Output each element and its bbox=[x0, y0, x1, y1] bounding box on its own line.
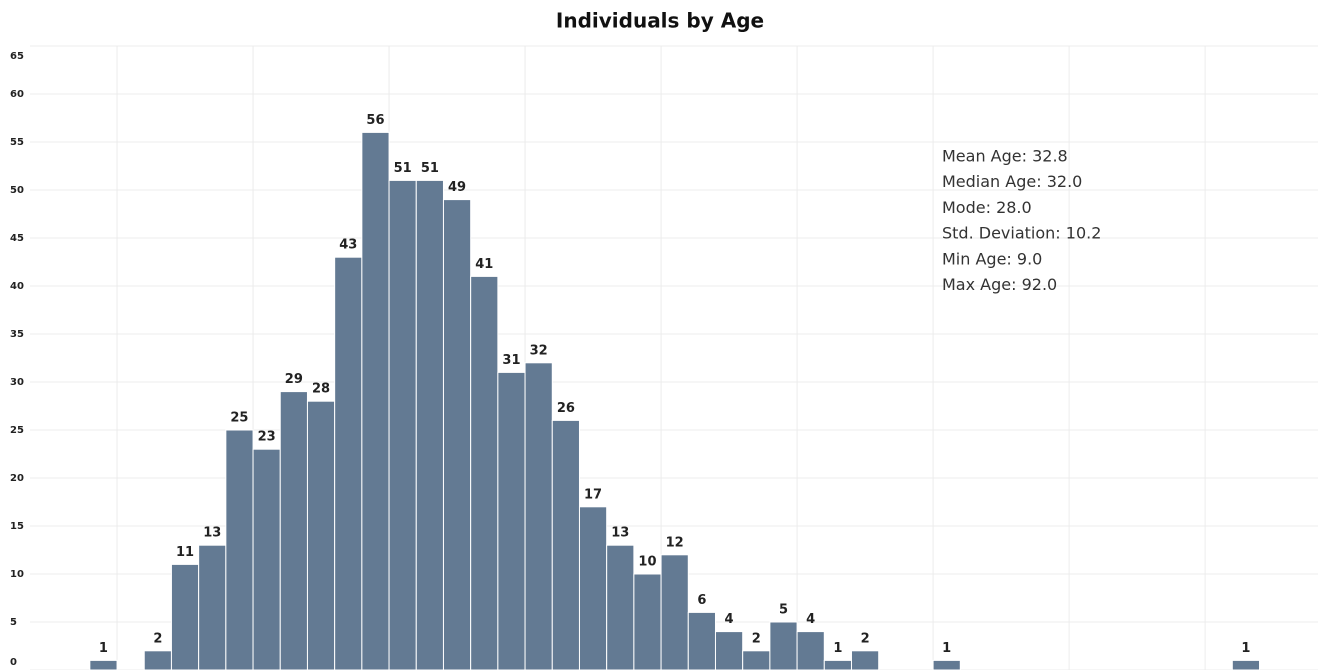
bar bbox=[687, 611, 716, 670]
bar bbox=[388, 179, 417, 670]
bar bbox=[442, 199, 472, 670]
data-label: 11 bbox=[176, 545, 194, 560]
data-label: 29 bbox=[285, 372, 303, 387]
annotation: Mode: 28.0 bbox=[942, 198, 1032, 217]
data-label: 2 bbox=[861, 631, 870, 646]
data-label: 32 bbox=[530, 343, 548, 358]
y-tick-label: 50 bbox=[10, 185, 24, 196]
data-label: 49 bbox=[448, 180, 466, 195]
bar bbox=[470, 275, 499, 670]
bar bbox=[279, 391, 308, 670]
y-tick-label: 10 bbox=[10, 569, 24, 580]
data-label: 5 bbox=[779, 603, 788, 618]
data-label: 1 bbox=[942, 641, 951, 656]
data-label: 13 bbox=[203, 526, 221, 541]
bar bbox=[361, 131, 390, 670]
data-label: 12 bbox=[666, 535, 684, 550]
bar bbox=[551, 419, 580, 670]
y-tick-label: 45 bbox=[10, 233, 24, 244]
annotation: Median Age: 32.0 bbox=[942, 172, 1082, 191]
y-tick-label: 60 bbox=[10, 89, 24, 100]
bar bbox=[932, 659, 961, 670]
bar bbox=[143, 650, 172, 670]
bar bbox=[1231, 659, 1261, 670]
bar bbox=[415, 179, 444, 670]
data-label: 28 bbox=[312, 382, 330, 397]
data-label: 4 bbox=[806, 612, 815, 627]
bar bbox=[89, 659, 118, 670]
y-tick-label: 0 bbox=[10, 657, 17, 668]
bar bbox=[306, 400, 336, 670]
annotation: Mean Age: 32.8 bbox=[942, 147, 1068, 166]
data-label: 1 bbox=[1241, 641, 1250, 656]
data-label: 41 bbox=[475, 257, 493, 272]
bar bbox=[225, 429, 254, 670]
data-label: 26 bbox=[557, 401, 575, 416]
data-label: 4 bbox=[725, 612, 734, 627]
bar bbox=[850, 650, 880, 670]
bar bbox=[524, 362, 553, 670]
data-label: 1 bbox=[99, 641, 108, 656]
bar bbox=[170, 563, 200, 670]
bar bbox=[497, 371, 526, 670]
bar bbox=[660, 554, 689, 670]
data-label: 51 bbox=[421, 161, 439, 176]
bar bbox=[823, 659, 852, 670]
y-tick-label: 30 bbox=[10, 377, 24, 388]
data-label: 10 bbox=[638, 555, 656, 570]
bar bbox=[742, 650, 771, 670]
y-tick-label: 55 bbox=[10, 137, 24, 148]
data-label: 43 bbox=[339, 238, 357, 253]
y-tick-label: 20 bbox=[10, 473, 24, 484]
data-label: 23 bbox=[258, 430, 276, 445]
annotation: Min Age: 9.0 bbox=[942, 249, 1042, 268]
data-label: 17 bbox=[584, 487, 602, 502]
data-label: 13 bbox=[611, 526, 629, 541]
bar bbox=[714, 631, 744, 670]
bar bbox=[198, 544, 227, 670]
data-label: 51 bbox=[394, 161, 412, 176]
annotation: Std. Deviation: 10.2 bbox=[942, 224, 1101, 243]
data-label: 2 bbox=[153, 631, 162, 646]
data-label: 56 bbox=[366, 113, 384, 128]
bar bbox=[606, 544, 635, 670]
data-label: 2 bbox=[752, 631, 761, 646]
y-tick-label: 25 bbox=[10, 425, 24, 436]
data-label: 31 bbox=[502, 353, 520, 368]
y-tick-label: 35 bbox=[10, 329, 24, 340]
data-label: 6 bbox=[697, 593, 706, 608]
bar bbox=[796, 631, 825, 670]
data-label: 25 bbox=[230, 411, 248, 426]
y-tick-label: 40 bbox=[10, 281, 24, 292]
data-label: 1 bbox=[833, 641, 842, 656]
bar bbox=[334, 256, 363, 670]
y-tick-label: 65 bbox=[10, 51, 24, 62]
y-tick-label: 5 bbox=[10, 617, 17, 628]
bar bbox=[633, 573, 662, 670]
bar bbox=[769, 621, 798, 670]
bar bbox=[252, 448, 281, 670]
chart-title: Individuals by Age bbox=[556, 9, 764, 33]
y-tick-label: 15 bbox=[10, 521, 24, 532]
annotation: Max Age: 92.0 bbox=[942, 275, 1057, 294]
bar bbox=[578, 506, 608, 670]
